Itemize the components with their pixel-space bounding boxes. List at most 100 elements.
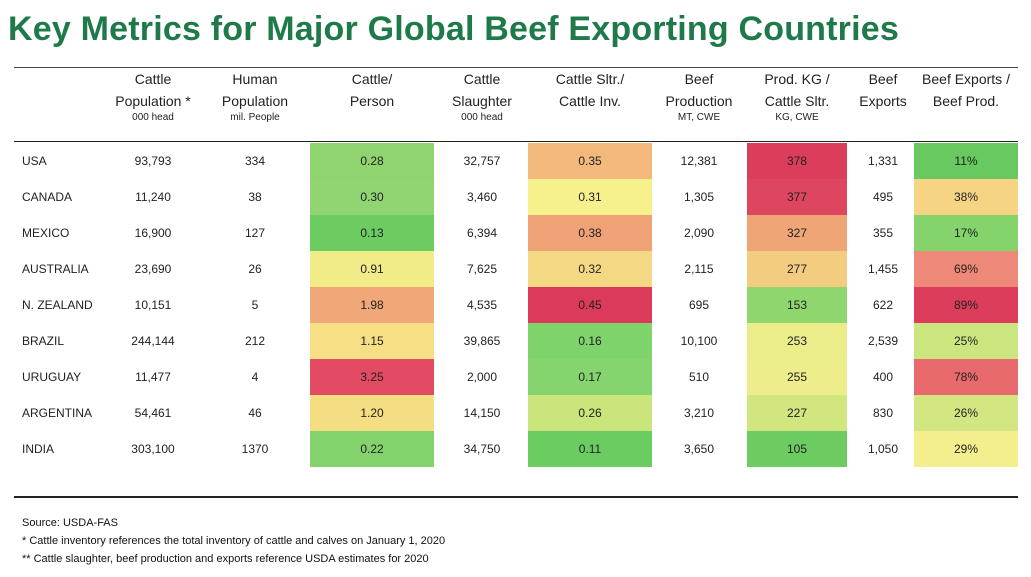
header-row: Cattle Population * Human Population Cattl…	[14, 68, 1018, 112]
cell-cattle-slaughter: 2,000	[466, 370, 498, 384]
cell-cattle-per-person: 1.15	[304, 323, 440, 359]
cell-cattle-slaughter: 6,394	[466, 226, 498, 240]
cell-cattle-per-person: 3.25	[304, 359, 440, 395]
cell-beef-production: 3,650	[683, 442, 715, 456]
unit-label: mil. People	[230, 112, 280, 123]
cell-cattle-per-person: 0.22	[304, 431, 440, 467]
heat-cell: 0.22	[310, 431, 434, 467]
cell-human-population: 212	[244, 334, 266, 348]
cell-prod-kg-per-sltr: 153	[742, 287, 852, 323]
cell-human-population: 46	[248, 406, 262, 420]
cell-prod-kg-per-sltr: 227	[742, 395, 852, 431]
heat-cell: 0.45	[528, 287, 652, 323]
cell-exports-share: 78%	[914, 359, 1018, 395]
cell-beef-exports: 1,331	[867, 154, 899, 168]
cell-sltr-inv-ratio: 0.35	[524, 143, 656, 179]
unit-label: MT, CWE	[677, 112, 721, 123]
cell-cattle-population: 54,461	[134, 406, 172, 420]
cell-cattle-slaughter: 32,757	[463, 154, 501, 168]
heat-cell: 0.26	[528, 395, 652, 431]
cell-cattle-population: 93,793	[134, 154, 172, 168]
cell-country: N. ZEALAND	[22, 298, 93, 312]
heat-cell: 26%	[914, 395, 1018, 431]
cell-sltr-inv-ratio: 0.17	[524, 359, 656, 395]
cell-beef-exports: 2,539	[867, 334, 899, 348]
footnote: ** Cattle slaughter, beef production and…	[22, 553, 429, 565]
heat-cell: 255	[747, 359, 847, 395]
cell-cattle-population: 10,151	[134, 298, 172, 312]
heat-cell: 78%	[914, 359, 1018, 395]
heat-cell: 69%	[914, 251, 1018, 287]
cell-beef-production: 10,100	[680, 334, 718, 348]
cell-human-population: 38	[248, 190, 262, 204]
unit-label	[524, 112, 656, 128]
cell-cattle-slaughter: 34,750	[463, 442, 501, 456]
heat-cell: 0.17	[528, 359, 652, 395]
cell-exports-share: 69%	[914, 251, 1018, 287]
header-rule	[14, 141, 1018, 142]
header-sltr-inv-ratio: Cattle Sltr./Cattle Inv.	[555, 71, 625, 109]
heat-cell: 0.13	[310, 215, 434, 251]
metrics-table: Cattle Population * Human Population Cattl…	[14, 68, 1018, 467]
cell-country: AUSTRALIA	[22, 262, 89, 276]
heat-cell: 89%	[914, 287, 1018, 323]
cell-beef-production: 510	[688, 370, 710, 384]
header-exports-share: Beef Exports / Beef Prod.	[922, 71, 1010, 109]
header-cattle-per-person: Cattle/Person	[349, 71, 395, 109]
units-row: 000 head mil. People 000 head MT, CWE KG…	[14, 112, 1018, 128]
table-row: URUGUAY 11,477 4 3.25 2,000 0.17 510 255 400 78%	[14, 359, 1018, 395]
cell-country: URUGUAY	[22, 370, 82, 384]
cell-sltr-inv-ratio: 0.11	[524, 431, 656, 467]
cell-prod-kg-per-sltr: 255	[742, 359, 852, 395]
footnote: * Cattle inventory references the total …	[22, 535, 446, 547]
cell-cattle-population: 244,144	[131, 334, 175, 348]
cell-country: ARGENTINA	[22, 406, 93, 420]
cell-beef-production: 2,090	[683, 226, 715, 240]
heat-cell: 25%	[914, 323, 1018, 359]
cell-sltr-inv-ratio: 0.38	[524, 215, 656, 251]
cell-prod-kg-per-sltr: 378	[742, 143, 852, 179]
cell-prod-kg-per-sltr: 253	[742, 323, 852, 359]
heat-cell: 0.28	[310, 143, 434, 179]
heat-cell: 0.35	[528, 143, 652, 179]
cell-beef-exports: 1,050	[867, 442, 899, 456]
heat-cell: 253	[747, 323, 847, 359]
cell-beef-production: 695	[688, 298, 710, 312]
cell-beef-exports: 622	[872, 298, 894, 312]
header-cattle-population: Cattle Population *	[115, 71, 191, 109]
cell-prod-kg-per-sltr: 327	[742, 215, 852, 251]
heat-cell: 1.15	[310, 323, 434, 359]
cell-country: INDIA	[22, 442, 55, 456]
source-note: Source: USDA-FAS	[22, 517, 118, 529]
heat-cell: 0.32	[528, 251, 652, 287]
table-row: ARGENTINA 54,461 46 1.20 14,150 0.26 3,210 227 8…	[14, 395, 1018, 431]
table-row: USA 93,793 334 0.28 32,757 0.35 12,381 378 1,331…	[14, 143, 1018, 179]
cell-cattle-per-person: 1.98	[304, 287, 440, 323]
table-row: INDIA 303,100 1370 0.22 34,750 0.11 3,650 105 1,…	[14, 431, 1018, 467]
cell-country: MEXICO	[22, 226, 70, 240]
cell-beef-production: 3,210	[683, 406, 715, 420]
cell-cattle-per-person: 0.30	[304, 179, 440, 215]
cell-exports-share: 38%	[914, 179, 1018, 215]
cell-cattle-slaughter: 4,535	[466, 298, 498, 312]
heat-cell: 327	[747, 215, 847, 251]
heat-cell: 1.20	[310, 395, 434, 431]
footnotes: Source: USDA-FAS * Cattle inventory refe…	[22, 514, 445, 568]
heat-cell: 3.25	[310, 359, 434, 395]
cell-exports-share: 26%	[914, 395, 1018, 431]
heat-cell: 38%	[914, 179, 1018, 215]
cell-cattle-per-person: 0.91	[304, 251, 440, 287]
cell-country: CANADA	[22, 190, 73, 204]
cell-beef-production: 12,381	[680, 154, 718, 168]
cell-human-population: 26	[248, 262, 262, 276]
cell-cattle-slaughter: 7,625	[466, 262, 498, 276]
cell-cattle-slaughter: 39,865	[463, 334, 501, 348]
cell-cattle-population: 16,900	[134, 226, 172, 240]
cell-country: USA	[22, 154, 47, 168]
cell-cattle-population: 11,240	[135, 190, 171, 204]
header-human-population: Human Population	[221, 71, 289, 109]
unit-label	[304, 112, 440, 128]
cell-human-population: 4	[251, 370, 259, 384]
page-title: Key Metrics for Major Global Beef Export…	[8, 10, 899, 48]
cell-beef-exports: 830	[872, 406, 894, 420]
